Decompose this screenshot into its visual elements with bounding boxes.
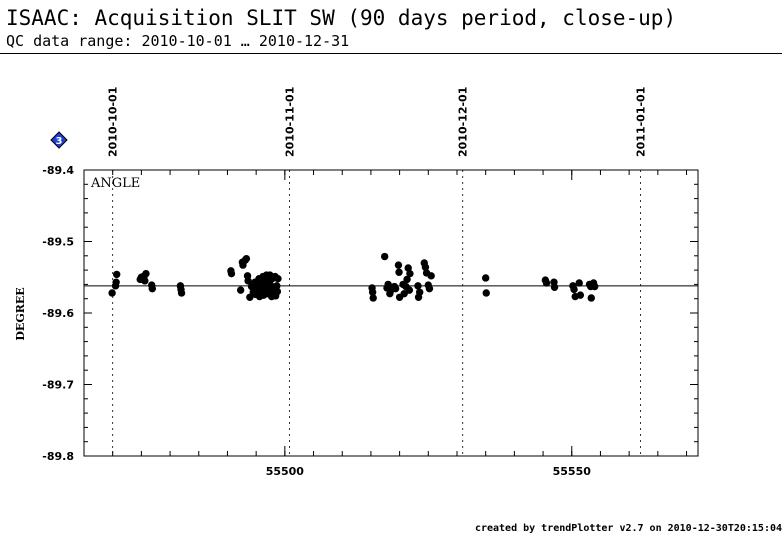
data-point	[425, 284, 434, 293]
data-point	[406, 269, 414, 278]
data-point	[273, 282, 281, 290]
data-point	[273, 287, 282, 296]
data-point	[391, 284, 400, 293]
y-axis-title: DEGREE	[14, 287, 27, 340]
data-point	[113, 270, 121, 279]
data-point	[404, 264, 412, 272]
data-point	[141, 277, 149, 285]
data-point	[112, 278, 120, 286]
data-point	[148, 284, 156, 293]
data-point	[415, 288, 424, 296]
data-point	[142, 269, 150, 278]
x-tick-label: 55500	[266, 465, 305, 478]
data-point	[575, 279, 583, 287]
y-tick-label: -89.5	[42, 236, 74, 249]
data-point	[244, 277, 252, 285]
footer-credit: created by trendPlotter v2.7 on 2010-12-…	[474, 523, 782, 534]
panel-label: ANGLE	[90, 176, 140, 191]
date-marker-label: 2010-12-01	[457, 87, 470, 157]
data-point	[427, 272, 435, 280]
data-point	[570, 285, 578, 294]
data-point	[481, 274, 490, 282]
header-divider	[0, 53, 782, 54]
data-point	[384, 280, 392, 289]
page-title: ISAAC: Acquisition SLIT SW (90 days peri…	[6, 6, 677, 30]
data-point	[394, 261, 403, 269]
data-points	[108, 252, 599, 302]
page-subtitle: QC data range: 2010-10-01 … 2010-12-31	[6, 32, 350, 50]
plot-frame	[83, 169, 699, 457]
date-marker-label: 2010-11-01	[283, 87, 296, 157]
data-point	[369, 294, 377, 302]
data-point	[421, 263, 430, 271]
data-point	[177, 289, 186, 297]
data-point	[108, 289, 116, 297]
badge-label: 3	[56, 136, 63, 147]
data-point	[591, 282, 599, 291]
y-tick-label: -89.7	[42, 379, 74, 392]
date-marker-label: 2010-10-01	[107, 87, 120, 157]
data-point	[405, 286, 414, 294]
data-point	[236, 286, 245, 294]
data-point	[227, 269, 236, 278]
data-point	[482, 289, 490, 297]
data-point	[400, 289, 408, 298]
data-point	[576, 291, 585, 299]
diamond-icon: 3	[50, 131, 68, 149]
data-point	[274, 274, 282, 283]
data-point	[542, 279, 551, 287]
data-point	[380, 252, 389, 261]
y-tick-label: -89.8	[42, 450, 74, 463]
plot-axes: -89.4 -89.5 -89.6 -89.7 -89.8 55500 55550	[42, 164, 699, 478]
data-point	[403, 275, 411, 284]
date-marker-label: 2011-01-01	[635, 87, 648, 157]
y-tick-label: -89.6	[42, 307, 74, 320]
data-point	[395, 268, 403, 276]
data-point	[414, 282, 422, 290]
y-tick-label: -89.4	[42, 164, 74, 177]
data-point	[587, 294, 595, 302]
date-markers: 2010-10-01 2010-11-01 2010-12-01 2011-01-01	[107, 87, 648, 456]
data-point	[242, 254, 251, 263]
x-tick-label: 55550	[553, 465, 592, 478]
data-point	[368, 288, 377, 296]
data-point	[550, 283, 559, 291]
